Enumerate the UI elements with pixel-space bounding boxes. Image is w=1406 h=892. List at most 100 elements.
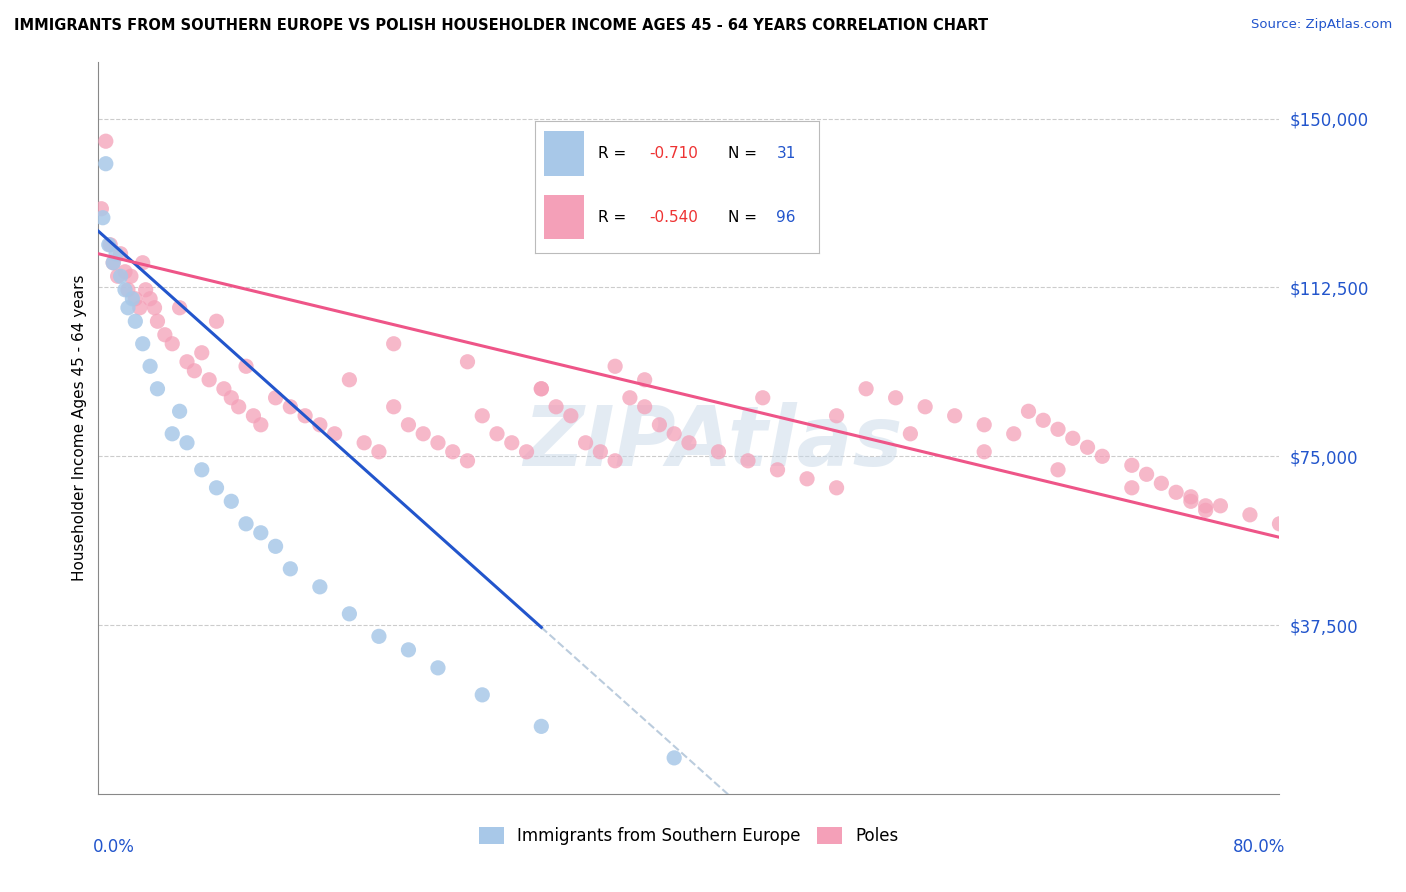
Point	[914, 400, 936, 414]
Point	[264, 391, 287, 405]
Point	[242, 409, 264, 423]
Point	[1268, 516, 1291, 531]
Point	[560, 409, 582, 423]
Point	[103, 256, 125, 270]
Point	[471, 409, 494, 423]
Point	[264, 539, 287, 553]
Legend: Immigrants from Southern Europe, Poles: Immigrants from Southern Europe, Poles	[472, 820, 905, 851]
Point	[117, 301, 139, 315]
Point	[250, 525, 273, 540]
Point	[103, 256, 125, 270]
Point	[457, 454, 479, 468]
Point	[796, 472, 818, 486]
Point	[90, 202, 112, 216]
Point	[294, 409, 316, 423]
Point	[1077, 440, 1099, 454]
Point	[634, 400, 657, 414]
Point	[94, 134, 117, 148]
Y-axis label: Householder Income Ages 45 - 64 years: Householder Income Ages 45 - 64 years	[72, 275, 87, 582]
Point	[105, 246, 128, 260]
Point	[398, 643, 420, 657]
Point	[752, 391, 775, 405]
Point	[143, 301, 166, 315]
Point	[664, 751, 686, 765]
Point	[212, 382, 235, 396]
Point	[132, 256, 155, 270]
Point	[235, 516, 257, 531]
Point	[766, 463, 789, 477]
Point	[1032, 413, 1054, 427]
Point	[110, 269, 132, 284]
Point	[825, 409, 848, 423]
Text: IMMIGRANTS FROM SOUTHERN EUROPE VS POLISH HOUSEHOLDER INCOME AGES 45 - 64 YEARS : IMMIGRANTS FROM SOUTHERN EUROPE VS POLIS…	[14, 18, 988, 33]
Point	[1195, 499, 1218, 513]
Text: ZIPAtlas: ZIPAtlas	[523, 402, 903, 483]
Point	[501, 435, 523, 450]
Point	[139, 359, 162, 374]
Point	[1166, 485, 1188, 500]
Point	[169, 404, 191, 418]
Point	[146, 314, 169, 328]
Point	[114, 283, 136, 297]
Point	[855, 382, 877, 396]
Point	[382, 400, 405, 414]
Point	[162, 336, 183, 351]
Text: 80.0%: 80.0%	[1233, 838, 1285, 855]
Point	[589, 444, 612, 458]
Point	[110, 246, 132, 260]
Point	[457, 355, 479, 369]
Point	[323, 426, 346, 441]
Point	[546, 400, 568, 414]
Point	[1091, 450, 1114, 464]
Point	[382, 336, 405, 351]
Point	[619, 391, 641, 405]
Point	[943, 409, 966, 423]
Point	[250, 417, 273, 432]
Point	[1047, 463, 1070, 477]
Point	[117, 283, 139, 297]
Point	[973, 417, 995, 432]
Text: Source: ZipAtlas.com: Source: ZipAtlas.com	[1251, 18, 1392, 31]
Point	[139, 292, 162, 306]
Point	[228, 400, 250, 414]
Point	[309, 580, 332, 594]
Point	[153, 327, 176, 342]
Point	[1150, 476, 1173, 491]
Point	[176, 355, 198, 369]
Point	[98, 237, 121, 252]
Point	[368, 444, 391, 458]
Point	[530, 719, 553, 733]
Point	[1195, 503, 1218, 517]
Point	[94, 157, 117, 171]
Point	[516, 444, 538, 458]
Point	[280, 562, 302, 576]
Point	[605, 359, 627, 374]
Point	[309, 417, 332, 432]
Point	[1062, 431, 1084, 445]
Point	[1047, 422, 1070, 436]
Point	[1018, 404, 1040, 418]
Point	[648, 417, 671, 432]
Point	[176, 435, 198, 450]
Point	[530, 382, 553, 396]
Point	[825, 481, 848, 495]
Point	[1121, 458, 1143, 473]
Point	[132, 336, 155, 351]
Point	[471, 688, 494, 702]
Point	[664, 426, 686, 441]
Point	[135, 283, 157, 297]
Point	[707, 444, 730, 458]
Point	[427, 661, 450, 675]
Point	[884, 391, 907, 405]
Point	[1180, 490, 1202, 504]
Point	[107, 269, 129, 284]
Point	[124, 292, 146, 306]
Point	[398, 417, 420, 432]
Point	[973, 444, 995, 458]
Point	[114, 265, 136, 279]
Point	[1180, 494, 1202, 508]
Point	[1136, 467, 1159, 482]
Point	[91, 211, 114, 225]
Point	[162, 426, 183, 441]
Point	[678, 435, 700, 450]
